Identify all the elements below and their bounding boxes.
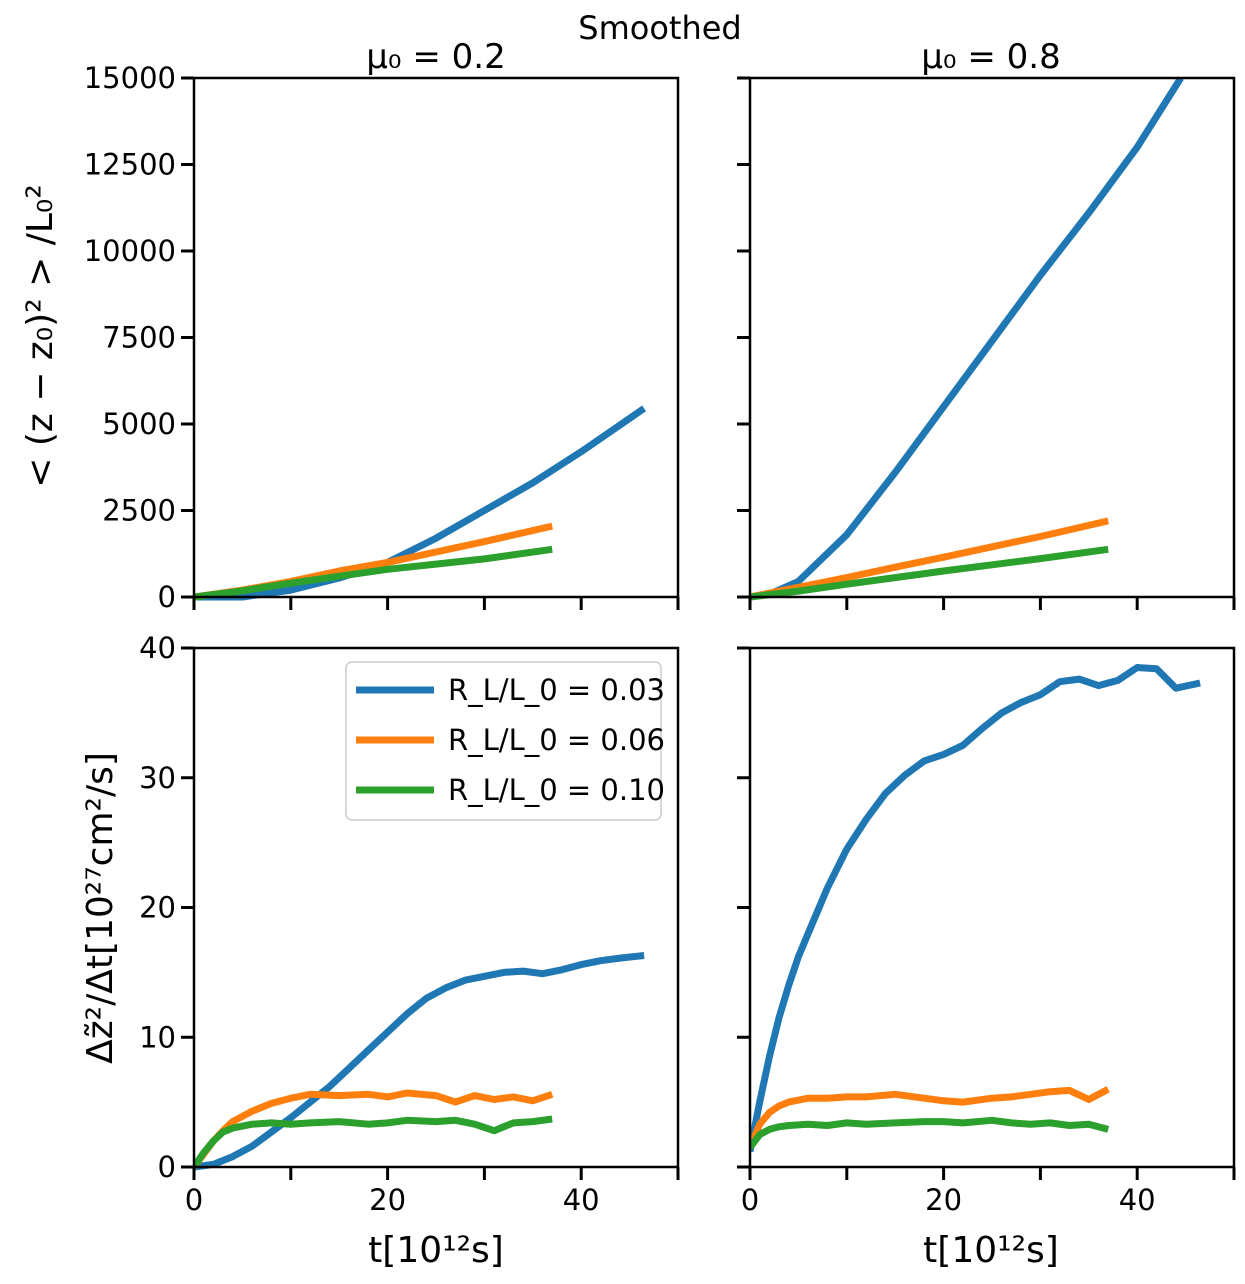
y-axis-label-top: < (z − z₀)² > /L₀²	[20, 184, 61, 488]
series-group	[750, 76, 1184, 601]
x-tick-label: 40	[1119, 1183, 1156, 1217]
y-tick-label: 2500	[102, 494, 176, 528]
y-tick-label: 12500	[84, 148, 176, 182]
y-tick-label: 0	[158, 580, 176, 614]
legend: R_L/L_0 = 0.03 R_L/L_0 = 0.06 R_L/L_0 = …	[345, 661, 665, 821]
panel-bottom-left: 0 20 40 0 10 20 30 40	[139, 631, 680, 1217]
x-tick-label: 20	[369, 1183, 406, 1217]
x-axis-label-right: t[10¹²s]	[923, 1230, 1059, 1271]
series-line-2	[750, 545, 1109, 601]
series-group	[194, 405, 647, 601]
axes-frame	[192, 76, 680, 599]
series-line-0	[750, 76, 1184, 601]
series-line-2	[194, 1115, 553, 1169]
y-tick-label: 30	[139, 761, 176, 795]
x-tick-label: 40	[563, 1183, 600, 1217]
series-line-2	[750, 1116, 1110, 1150]
y-tick-label: 20	[139, 891, 176, 925]
series-line-0	[750, 664, 1201, 1153]
legend-label-0: R_L/L_0 = 0.03	[448, 673, 665, 707]
series-line-0	[194, 405, 647, 601]
panels-group: 0 2500 5000 7500 10000 12500 15000 0 20 40 0 10 20 30…	[84, 61, 1236, 1217]
series-line-1	[194, 522, 553, 601]
panel-top-right	[737, 76, 1236, 610]
y-tick-label: 5000	[102, 407, 176, 441]
y-axis-label-bottom: Δz̃²/Δt[10²⁷cm²/s]	[80, 752, 121, 1064]
y-tick-label: 0	[158, 1150, 176, 1184]
legend-label-1: R_L/L_0 = 0.06	[448, 723, 665, 757]
series-line-0	[194, 952, 645, 1171]
figure-suptitle: Smoothed	[578, 9, 741, 47]
series-group	[750, 664, 1201, 1153]
panel-bottom-right: 0 20 40	[737, 646, 1236, 1217]
series-line-1	[750, 517, 1109, 601]
x-tick-label: 0	[741, 1183, 759, 1217]
y-tick-label: 15000	[84, 61, 176, 95]
panel-top-left: 0 2500 5000 7500 10000 12500 15000	[84, 61, 680, 614]
y-tick-label: 10	[139, 1020, 176, 1054]
y-tick-label: 7500	[102, 321, 176, 355]
panel-title-top-right: μ₀ = 0.8	[921, 37, 1060, 77]
series-line-1	[750, 1086, 1110, 1149]
x-tick-label: 0	[185, 1183, 203, 1217]
y-tick-label: 10000	[84, 234, 176, 268]
series-group	[194, 952, 645, 1171]
x-tick-label: 20	[925, 1183, 962, 1217]
y-tick-label: 40	[139, 631, 176, 665]
x-axis-label-left: t[10¹²s]	[368, 1230, 504, 1271]
panel-title-top-left: μ₀ = 0.2	[366, 37, 505, 77]
legend-label-2: R_L/L_0 = 0.10	[448, 773, 665, 807]
series-line-2	[194, 545, 553, 601]
legend-frame	[345, 661, 662, 821]
